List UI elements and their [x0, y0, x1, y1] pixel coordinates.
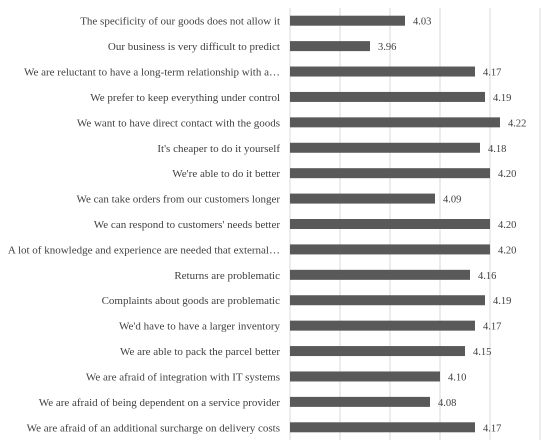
- category-label: We are afraid of integration with IT sys…: [86, 371, 280, 383]
- bar: [290, 15, 405, 26]
- data-label: 4.09: [443, 195, 461, 206]
- data-label: 4.20: [498, 169, 516, 180]
- category-label: Complaints about goods are problematic: [102, 295, 281, 307]
- data-label: 4.08: [438, 398, 456, 409]
- category-label: We prefer to keep everything under contr…: [90, 92, 280, 104]
- data-label: 3.96: [378, 42, 396, 53]
- data-label: 4.18: [488, 144, 506, 155]
- data-label: 4.20: [498, 245, 516, 256]
- category-label: We want to have direct contact with the …: [77, 117, 280, 129]
- data-label: 4.19: [493, 93, 511, 104]
- data-label: 4.20: [498, 220, 516, 231]
- bar: [290, 168, 490, 179]
- category-label: We can respond to customers' needs bette…: [94, 219, 281, 231]
- bar: [290, 193, 435, 204]
- category-label: We're able to do it better: [172, 168, 280, 180]
- bar: [290, 346, 465, 357]
- category-label: It's cheaper to do it yourself: [157, 143, 280, 155]
- bar: [290, 269, 470, 280]
- data-label: 4.19: [493, 296, 511, 307]
- category-label: We are afraid of an additional surcharge…: [27, 422, 280, 434]
- bar: [290, 371, 440, 382]
- category-label: Our business is very difficult to predic…: [108, 41, 280, 53]
- bar: [290, 422, 475, 433]
- category-label: We are reluctant to have a long-term rel…: [24, 67, 280, 79]
- data-label: 4.10: [448, 372, 466, 383]
- data-label: 4.22: [508, 118, 526, 129]
- bar: [290, 117, 500, 128]
- bar: [290, 41, 370, 52]
- bar: [290, 91, 485, 102]
- bar: [290, 396, 430, 407]
- bar: [290, 320, 475, 331]
- data-label: 4.15: [473, 347, 491, 358]
- category-label: We are afraid of being dependent on a se…: [39, 397, 281, 409]
- category-label: We'd have to have a larger inventory: [119, 321, 280, 333]
- data-label: 4.17: [483, 423, 501, 434]
- bar: [290, 244, 490, 255]
- data-label: 4.17: [483, 322, 501, 333]
- data-label: 4.17: [483, 68, 501, 79]
- category-label: A lot of knowledge and experience are ne…: [8, 244, 280, 256]
- bar: [290, 219, 490, 229]
- category-label: The specificity of our goods does not al…: [80, 16, 280, 28]
- data-label: 4.03: [413, 17, 431, 28]
- category-label: We can take orders from our customers lo…: [77, 194, 281, 206]
- data-label: 4.16: [478, 271, 496, 282]
- bar: [290, 66, 475, 77]
- bar: [290, 295, 485, 306]
- category-label: We are able to pack the parcel better: [120, 346, 280, 358]
- category-label: Returns are problematic: [174, 270, 280, 282]
- bar: [290, 142, 480, 153]
